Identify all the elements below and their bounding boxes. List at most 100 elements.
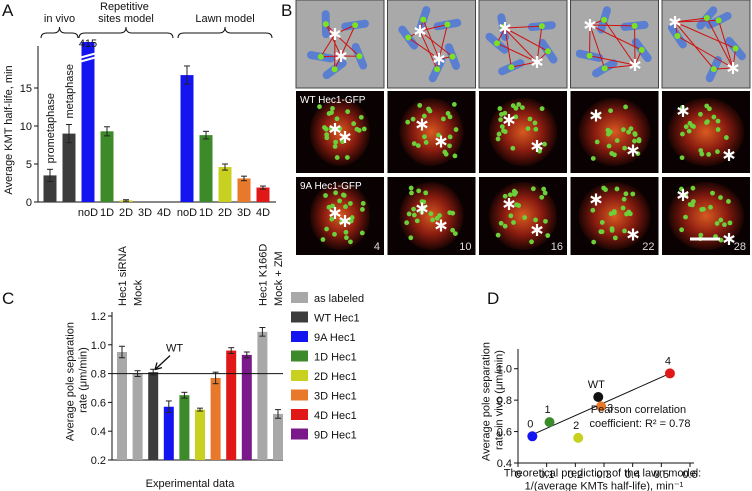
annotation: Pearson correlation coefficient: R² = 0.… xyxy=(590,404,691,430)
kinetochore-spot xyxy=(598,229,604,235)
kinetochore-spot xyxy=(632,138,637,144)
spindle-fiber xyxy=(419,24,448,32)
bar xyxy=(195,409,205,460)
pole-marker xyxy=(584,21,596,29)
kinetochore-spot xyxy=(632,132,638,137)
pole-marker xyxy=(669,18,681,26)
pole-marker xyxy=(590,111,602,120)
pole-marker xyxy=(433,55,445,63)
kinetochore-spot xyxy=(495,136,501,142)
kinetochore-spot xyxy=(453,127,459,132)
row-label: WT Hec1-GFP xyxy=(300,95,366,106)
kinetochore-spot xyxy=(620,127,626,133)
kinetochore-spot xyxy=(423,190,429,196)
kinetochore-spot xyxy=(417,102,423,108)
group-brace xyxy=(78,26,174,39)
category-label: 3D xyxy=(237,207,251,219)
kinetochore-spot xyxy=(689,123,695,129)
micrograph xyxy=(387,91,476,173)
kinetochore-spot xyxy=(317,104,322,110)
kinetochore-spot xyxy=(690,185,696,191)
x-tick-label: 0.3 xyxy=(596,469,611,481)
kinetochore-spot xyxy=(723,135,729,140)
kinetochore-spot xyxy=(415,143,421,149)
kinetochore-spot xyxy=(537,148,542,154)
kinetochore-spot xyxy=(447,143,452,149)
spindle-fiber xyxy=(334,33,360,57)
kinetochore-spot xyxy=(334,155,340,160)
kinetochore-spot xyxy=(419,199,425,204)
pole-marker xyxy=(329,30,341,38)
kinetochore-spot xyxy=(501,128,506,134)
legend-label: 4D Hec1 xyxy=(314,410,357,422)
kinetochore xyxy=(322,21,329,28)
spindle-fiber xyxy=(320,55,342,58)
kinetochore-spot xyxy=(408,235,414,241)
cell-glow xyxy=(399,182,464,250)
kinetochore-spot xyxy=(354,126,360,132)
point-label: 0 xyxy=(527,418,533,430)
kinetochore-spot xyxy=(358,114,364,120)
spindle-fiber xyxy=(706,17,734,69)
kinetochore-spot xyxy=(345,109,351,115)
kinetochore xyxy=(331,66,338,73)
pole-marker xyxy=(435,137,447,146)
kinetochore-spot xyxy=(609,226,615,231)
kinetochore-spot xyxy=(423,140,429,145)
pole-marker xyxy=(629,61,641,69)
kinetochore-spot xyxy=(679,227,685,233)
kinetochore-spot xyxy=(502,193,508,199)
time-label: 16 xyxy=(551,241,563,253)
micrograph xyxy=(570,177,659,255)
micrograph xyxy=(387,177,476,255)
kinetochore-spot xyxy=(525,126,531,132)
kinetochore-spot xyxy=(590,156,596,161)
kinetochore-spot xyxy=(698,232,704,238)
spindle-fiber xyxy=(589,24,635,27)
kinetochore-spot xyxy=(440,116,446,122)
point xyxy=(544,417,555,428)
category-label: Mock + ZM xyxy=(273,251,285,306)
kinetochore-spot xyxy=(499,124,505,129)
spindle-fiber xyxy=(407,37,440,60)
kinetochore-spot xyxy=(623,191,629,197)
kinetochore-spot xyxy=(622,228,627,234)
legend-swatch xyxy=(291,292,308,303)
kinetochore-spot xyxy=(636,138,642,144)
spindle-fiber xyxy=(325,23,342,57)
bar xyxy=(226,350,237,460)
time-label: 28 xyxy=(734,241,746,253)
legend-label: 3D Hec1 xyxy=(314,391,357,403)
kinetochore-spot xyxy=(621,196,627,202)
kinetochore-spot xyxy=(623,104,628,110)
kinetochore-spot xyxy=(409,190,414,196)
kinetochore-spot xyxy=(452,153,458,159)
bar xyxy=(256,187,270,202)
kinetochore-spot xyxy=(513,114,519,120)
spindle-fiber xyxy=(718,20,734,69)
kinetochore-spot xyxy=(436,132,441,138)
kinetochore-spot xyxy=(707,106,712,112)
category-label: 3D xyxy=(138,207,152,219)
pole-marker xyxy=(335,52,347,60)
kinetochore-spot xyxy=(614,186,620,192)
kinetochore-spot xyxy=(510,103,516,109)
micrograph xyxy=(662,177,750,255)
kinetochore-spot xyxy=(330,106,335,111)
kinetochore-spot xyxy=(539,106,545,112)
kinetochore-spot xyxy=(450,227,456,233)
kinetochore-spot xyxy=(533,217,538,223)
category-label: 4D xyxy=(256,207,270,219)
x-tick-label: 0 xyxy=(515,469,521,481)
kinetochore-spot xyxy=(542,190,548,196)
category-label: 1D xyxy=(100,207,114,219)
x-axis-label: Theoretical prediction of the lawn model… xyxy=(504,468,705,491)
kinetochore-spot xyxy=(428,211,434,217)
spindle-fiber xyxy=(511,61,538,68)
point-label: 3 xyxy=(607,402,613,414)
kinetochore xyxy=(601,16,608,23)
kinetochore xyxy=(703,15,710,22)
micrograph xyxy=(296,91,384,173)
panel-label: A xyxy=(2,1,14,20)
